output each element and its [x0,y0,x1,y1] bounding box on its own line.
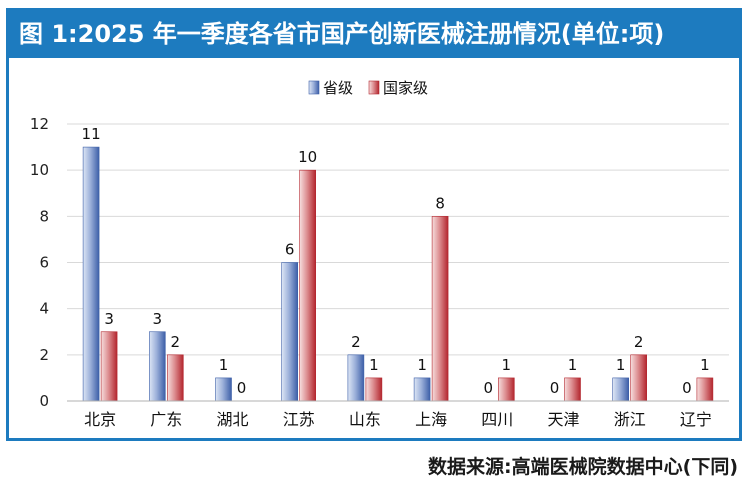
data-label: 1 [502,356,512,374]
data-label: 1 [417,356,427,374]
data-label: 3 [104,310,114,328]
bar [82,146,100,402]
x-tick-label: 广东 [150,410,182,429]
data-label: 2 [351,333,361,351]
x-tick-label: 天津 [547,410,579,429]
data-label: 1 [568,356,578,374]
y-tick-label: 4 [39,300,49,318]
bar [431,216,449,402]
legend: 省级 国家级 [308,79,428,97]
legend-swatch [308,80,320,95]
data-label: 0 [237,379,247,397]
bar [215,377,232,402]
y-axis: 0 2 4 6 8 10 12 [30,115,49,410]
x-tick-label: 江苏 [283,410,315,429]
chart-title: 图 1:2025 年一季度各省市国产创新医械注册情况(单位:项) [9,11,739,58]
bar [564,377,581,402]
x-tick-label: 湖北 [216,410,248,429]
data-label: 1 [219,356,229,374]
bar [149,331,166,402]
data-label: 8 [435,194,445,212]
x-axis: 北京 广东 湖北 江苏 山东 上海 四川 天津 浙江 辽宁 [67,400,729,429]
legend-label: 国家级 [383,79,428,97]
data-label: 0 [484,379,494,397]
x-tick-label: 四川 [481,410,513,429]
data-label: 0 [550,379,560,397]
data-label: 0 [682,379,692,397]
data-label: 3 [153,310,163,328]
bar [696,377,714,402]
x-tick-label: 浙江 [614,410,646,429]
legend-label: 省级 [323,79,353,97]
x-tick-label: 北京 [84,410,116,429]
data-label: 6 [285,241,295,259]
data-label: 2 [171,333,181,351]
data-label: 1 [369,356,379,374]
bar [365,377,383,402]
bar [167,354,184,402]
y-tick-label: 0 [39,392,49,410]
data-label: 10 [298,148,317,166]
gridlines [67,123,729,402]
x-tick-label: 辽宁 [680,410,712,429]
bar [347,354,365,402]
bar [612,377,630,402]
bar [413,377,431,402]
data-label: 1 [700,356,710,374]
bar [281,262,299,402]
y-tick-label: 6 [39,254,49,272]
legend-swatch [368,80,380,95]
y-tick-label: 8 [39,207,49,225]
bar [630,354,648,402]
bar [100,331,118,402]
x-tick-label: 山东 [349,410,381,429]
data-label: 2 [634,333,644,351]
source-note: 数据来源:高端医械院数据中心(下同) [428,456,738,478]
y-tick-label: 10 [30,161,49,179]
chart-frame: 图 1:2025 年一季度各省市国产创新医械注册情况(单位:项) 省级 国家级 0… [6,8,742,441]
y-tick-label: 2 [39,346,49,364]
data-label: 1 [616,356,626,374]
data-label: 11 [82,125,101,143]
x-tick-label: 上海 [415,410,447,429]
y-tick-label: 12 [30,115,49,133]
bar [299,169,317,402]
bar [497,377,515,402]
